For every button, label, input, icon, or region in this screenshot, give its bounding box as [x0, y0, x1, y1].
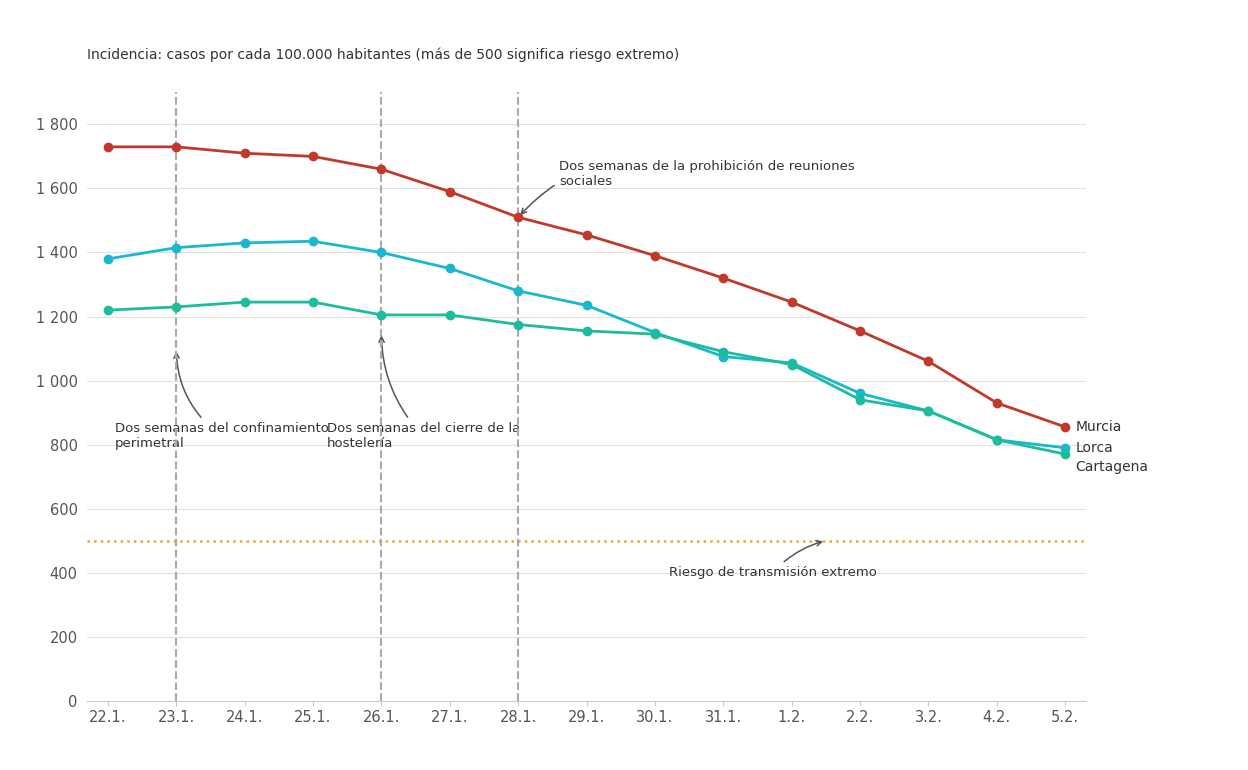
- Text: Incidencia: casos por cada 100.000 habitantes (más de 500 significa riesgo extre: Incidencia: casos por cada 100.000 habit…: [87, 47, 680, 62]
- Text: Dos semanas del confinamiento
perimetral: Dos semanas del confinamiento perimetral: [115, 353, 328, 450]
- Text: Cartagena: Cartagena: [1076, 460, 1148, 474]
- Text: Lorca: Lorca: [1076, 440, 1113, 455]
- Text: Dos semanas de la prohibición de reuniones
sociales: Dos semanas de la prohibición de reunion…: [522, 160, 855, 214]
- Text: Dos semanas del cierre de la
hostelería: Dos semanas del cierre de la hostelería: [327, 337, 520, 450]
- Text: Murcia: Murcia: [1076, 420, 1122, 434]
- Text: Riesgo de transmisión extremo: Riesgo de transmisión extremo: [669, 541, 876, 579]
